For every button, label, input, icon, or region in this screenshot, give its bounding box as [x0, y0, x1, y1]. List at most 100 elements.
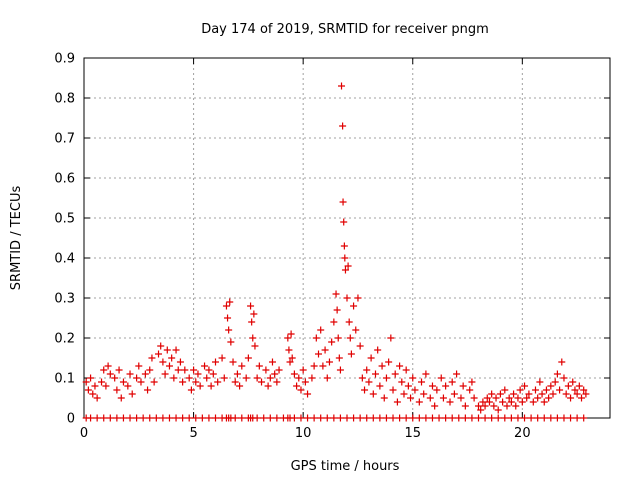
x-axis-label: GPS time / hours — [291, 459, 400, 474]
y-tick-label: 0.6 — [54, 172, 75, 187]
data-point — [144, 386, 152, 394]
data-point — [350, 302, 358, 310]
data-point — [385, 358, 393, 366]
data-point — [411, 386, 419, 394]
data-point — [450, 390, 458, 398]
data-point — [285, 346, 293, 354]
data-point — [501, 386, 509, 394]
data-point — [339, 122, 347, 130]
data-point — [286, 358, 294, 366]
data-point — [187, 386, 195, 394]
data-point — [133, 374, 141, 382]
data-point — [157, 342, 165, 350]
chart-title: Day 174 of 2019, SRMTID for receiver png… — [201, 22, 489, 37]
data-point — [499, 398, 507, 406]
data-point — [461, 414, 469, 422]
data-point — [547, 414, 555, 422]
data-point — [382, 374, 390, 382]
axis-ticks — [83, 57, 610, 419]
data-point — [170, 374, 178, 382]
data-point — [266, 374, 274, 382]
data-point — [330, 414, 338, 422]
data-point — [346, 334, 354, 342]
data-point — [159, 414, 167, 422]
data-point — [238, 362, 246, 370]
data-point — [214, 378, 222, 386]
data-point — [194, 370, 202, 378]
data-point — [165, 414, 173, 422]
data-point — [247, 302, 255, 310]
data-point — [488, 414, 496, 422]
data-point — [336, 414, 344, 422]
data-point — [176, 358, 184, 366]
data-point — [106, 414, 114, 422]
x-tick-label: 15 — [404, 426, 421, 441]
data-point — [376, 414, 384, 422]
data-point — [582, 390, 590, 398]
data-point — [363, 414, 371, 422]
data-point — [352, 326, 360, 334]
data-point — [409, 374, 417, 382]
data-point — [321, 346, 329, 354]
data-point — [290, 414, 298, 422]
y-tick-label: 0 — [67, 412, 75, 427]
data-point — [224, 314, 232, 322]
data-point — [310, 414, 318, 422]
data-point — [547, 382, 555, 390]
data-point — [317, 326, 325, 334]
data-point — [415, 414, 423, 422]
data-point — [527, 414, 535, 422]
data-point — [150, 378, 158, 386]
data-point — [378, 362, 386, 370]
data-point — [369, 390, 377, 398]
grid — [84, 58, 610, 418]
data-point — [236, 382, 244, 390]
data-point — [340, 218, 348, 226]
data-point — [93, 414, 101, 422]
data-point — [580, 386, 588, 394]
data-point — [251, 342, 259, 350]
data-point — [336, 366, 344, 374]
data-point — [396, 362, 404, 370]
data-point — [179, 378, 187, 386]
data-point — [332, 290, 340, 298]
data-point — [161, 370, 169, 378]
data-point — [227, 338, 235, 346]
data-point — [358, 374, 366, 382]
data-point — [380, 394, 388, 402]
data-point — [536, 378, 544, 386]
data-point — [340, 242, 348, 250]
data-point — [242, 374, 250, 382]
data-point — [297, 414, 305, 422]
data-point — [428, 382, 436, 390]
data-point — [212, 414, 219, 422]
y-tick-label: 0.5 — [54, 212, 75, 227]
data-point — [580, 414, 588, 422]
data-point — [190, 366, 198, 374]
data-point — [323, 414, 331, 422]
data-point — [205, 366, 213, 374]
data-point — [523, 394, 531, 402]
data-point — [573, 414, 581, 422]
data-point — [551, 378, 559, 386]
data-point — [514, 414, 522, 422]
data-point — [560, 414, 568, 422]
data-point — [426, 394, 434, 402]
data-point — [415, 398, 423, 406]
data-point — [111, 374, 119, 382]
data-point — [287, 330, 295, 338]
data-point — [420, 390, 428, 398]
y-tick-label: 0.7 — [54, 132, 75, 147]
data-point — [248, 318, 256, 326]
data-point — [492, 394, 500, 402]
data-point — [264, 382, 272, 390]
data-point — [525, 390, 533, 398]
data-point — [255, 362, 263, 370]
data-point — [376, 382, 384, 390]
data-point — [288, 354, 296, 362]
data-point — [371, 370, 379, 378]
data-point — [117, 394, 125, 402]
data-point — [253, 374, 261, 382]
